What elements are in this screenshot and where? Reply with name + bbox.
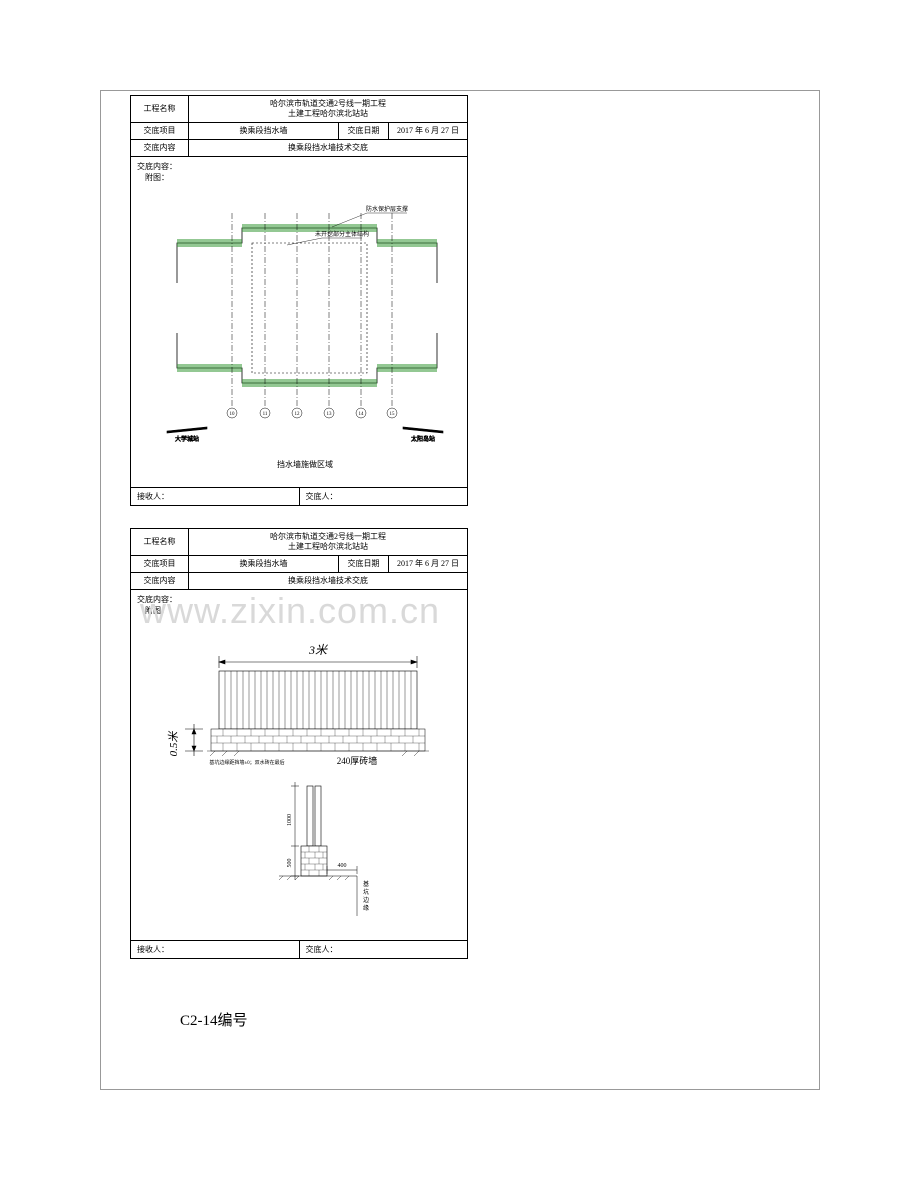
- row-item: 交底项目 换乘段挡水墙 交底日期 2017 年 6 月 27 日: [131, 123, 467, 140]
- form1-footer: 接收人： 交底人：: [131, 487, 467, 505]
- label-content: 交底内容: [131, 140, 189, 156]
- content-colon: 交底内容：: [137, 161, 461, 172]
- svg-text:3米: 3米: [308, 643, 329, 657]
- label-project-name: 工程名称: [131, 96, 189, 122]
- svg-text:大学城站: 大学城站: [175, 435, 199, 443]
- figure-2-svg: 3米: [137, 616, 473, 936]
- svg-text:400: 400: [338, 863, 347, 869]
- row-content-2: 交底内容 换乘段挡水墙技术交底: [131, 573, 467, 590]
- figure-1: 10 11 12 13 14 15 大学城站 太阳岛站: [137, 183, 461, 483]
- svg-text:240厚砖墙: 240厚砖墙: [337, 755, 378, 766]
- svg-text:12: 12: [295, 412, 301, 417]
- svg-text:0.5米: 0.5米: [167, 731, 180, 757]
- value-content: 换乘段挡水墙技术交底: [189, 140, 467, 156]
- label-content-2: 交底内容: [131, 573, 189, 589]
- figure-2: 3米: [137, 616, 461, 936]
- svg-text:基坑边缘距挡墙±0；双水砖在最后: 基坑边缘距挡墙±0；双水砖在最后: [209, 759, 284, 766]
- value-content-2: 换乘段挡水墙技术交底: [189, 573, 467, 589]
- sect-note-2: 坑: [363, 888, 369, 896]
- label-date: 交底日期: [339, 123, 389, 139]
- row-project-2: 工程名称 哈尔滨市轨道交通2号线一期工程 土建工程哈尔滨北站站: [131, 529, 467, 556]
- row-project: 工程名称 哈尔滨市轨道交通2号线一期工程 土建工程哈尔滨北站站: [131, 96, 467, 123]
- form1-body: 交底内容： 附图：: [131, 157, 467, 487]
- label-date-2: 交底日期: [339, 556, 389, 572]
- bottom-code: C2-14编号: [180, 1009, 920, 1030]
- svg-text:防水保护层支撑: 防水保护层支撑: [366, 205, 408, 213]
- value-item-2: 换乘段挡水墙: [189, 556, 339, 572]
- label-receiver-2: 接收人：: [131, 941, 300, 958]
- svg-text:14: 14: [359, 412, 365, 417]
- sect-note-4: 缘: [363, 904, 369, 912]
- value-date: 2017 年 6 月 27 日: [389, 123, 467, 139]
- label-discloser-2: 交底人：: [300, 941, 468, 958]
- figure-1-svg: 10 11 12 13 14 15 大学城站 太阳岛站: [137, 183, 473, 483]
- label-discloser: 交底人：: [300, 488, 468, 505]
- value-project-name-2: 哈尔滨市轨道交通2号线一期工程 土建工程哈尔滨北站站: [189, 529, 467, 555]
- form-1: 工程名称 哈尔滨市轨道交通2号线一期工程 土建工程哈尔滨北站站 交底项目 换乘段…: [130, 95, 468, 506]
- sect-note-3: 边: [363, 896, 369, 904]
- row-item-2: 交底项目 换乘段挡水墙 交底日期 2017 年 6 月 27 日: [131, 556, 467, 573]
- svg-text:10: 10: [230, 412, 236, 417]
- row-content: 交底内容 换乘段挡水墙技术交底: [131, 140, 467, 157]
- form2-body: 交底内容： 附图： 3米: [131, 590, 467, 940]
- attachment-label-2: 附图：: [137, 605, 461, 616]
- svg-text:太阳岛站: 太阳岛站: [411, 435, 435, 443]
- label-receiver: 接收人：: [131, 488, 300, 505]
- label-item: 交底项目: [131, 123, 189, 139]
- svg-text:未开挖部分主体结构: 未开挖部分主体结构: [315, 230, 369, 238]
- svg-text:11: 11: [263, 412, 268, 417]
- svg-text:15: 15: [390, 412, 396, 417]
- attachment-label: 附图：: [137, 172, 461, 183]
- form-2: 工程名称 哈尔滨市轨道交通2号线一期工程 土建工程哈尔滨北站站 交底项目 换乘段…: [130, 528, 468, 959]
- svg-text:500: 500: [287, 859, 293, 868]
- label-item-2: 交底项目: [131, 556, 189, 572]
- svg-text:挡水墙施做区域: 挡水墙施做区域: [277, 459, 333, 469]
- content-colon-2: 交底内容：: [137, 594, 461, 605]
- svg-text:13: 13: [327, 412, 333, 417]
- form2-footer: 接收人： 交底人：: [131, 940, 467, 958]
- value-item: 换乘段挡水墙: [189, 123, 339, 139]
- value-project-name: 哈尔滨市轨道交通2号线一期工程 土建工程哈尔滨北站站: [189, 96, 467, 122]
- svg-text:1000: 1000: [287, 814, 293, 826]
- label-project-name-2: 工程名称: [131, 529, 189, 555]
- sect-note-1: 基: [363, 880, 369, 888]
- value-date-2: 2017 年 6 月 27 日: [389, 556, 467, 572]
